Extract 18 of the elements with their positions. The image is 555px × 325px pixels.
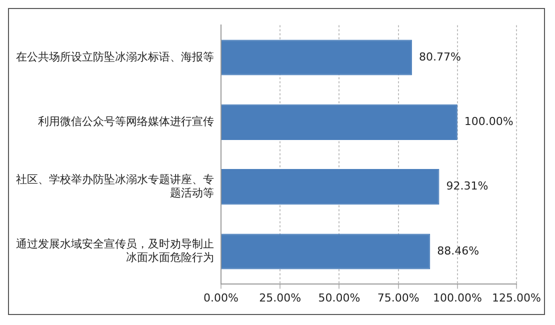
x-tick-label: 0.00% — [204, 291, 238, 304]
x-tick-label: 25.00% — [259, 291, 302, 304]
y-tick-label: 利用微信公众号等网络媒体进行宣传 — [38, 115, 214, 128]
x-tick-label: 100.00% — [432, 291, 482, 304]
x-tick-label: 125.00% — [492, 291, 542, 304]
bar — [222, 104, 458, 140]
data-label: 92.31% — [446, 180, 488, 193]
bar — [222, 40, 412, 76]
data-label: 80.77% — [418, 50, 461, 64]
y-tick-label: 在公共场所设立防坠冰溺水标语、海报等 — [16, 50, 214, 64]
x-tick-label: 75.00% — [377, 291, 420, 304]
x-tick-label: 50.00% — [318, 291, 360, 304]
data-label: 88.46% — [437, 244, 480, 258]
y-tick-label: 社区、学校举办防坠冰溺水专题讲座、专题活动等 — [16, 173, 214, 200]
y-tick-label: 通过发展水域安全宣传员，及时劝导制止冰面水面危险行为 — [16, 238, 214, 264]
data-label: 100.00% — [464, 115, 514, 128]
bar — [222, 169, 440, 205]
bar — [222, 234, 430, 270]
